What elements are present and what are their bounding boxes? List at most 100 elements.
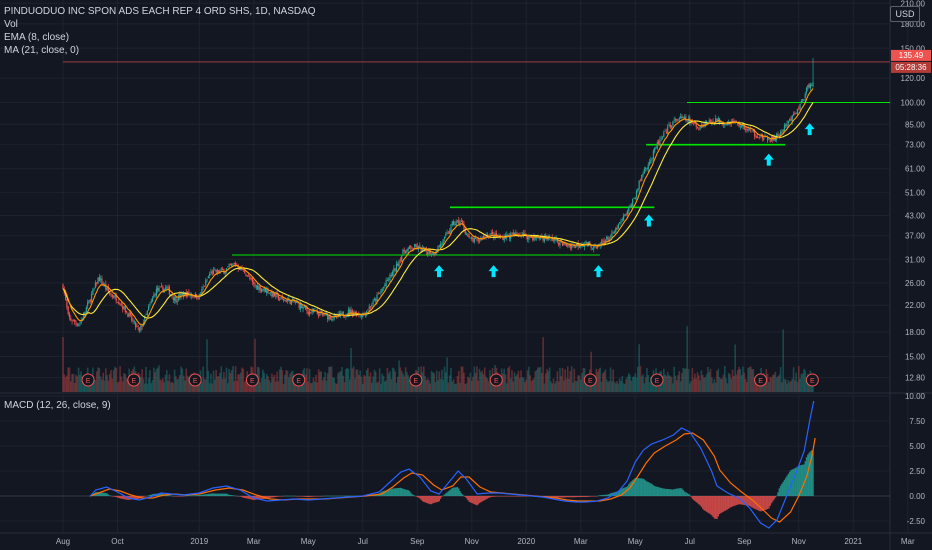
candle-body (524, 232, 526, 234)
macd-histogram-bar (803, 464, 805, 496)
volume-bar (355, 369, 358, 392)
macd-histogram-bar (268, 496, 271, 499)
volume-bar (517, 370, 520, 392)
volume-bar (407, 375, 409, 392)
volume-bar (687, 368, 690, 392)
candle-body (150, 300, 152, 304)
currency-button[interactable]: USD (890, 6, 920, 22)
volume-bar (534, 371, 537, 392)
macd-histogram-bar (626, 486, 629, 496)
volume-bar (674, 375, 677, 392)
macd-histogram-bar (635, 478, 638, 496)
volume-bar (723, 366, 726, 392)
candle-body (454, 224, 456, 225)
macd-histogram-bar (98, 492, 101, 496)
macd-histogram-bar (695, 496, 697, 503)
volume-bar (411, 379, 413, 392)
volume-bar (67, 367, 69, 392)
candle-body (676, 119, 678, 121)
candle-body (530, 237, 533, 238)
macd-histogram-bar (705, 496, 708, 512)
candle-body (467, 234, 469, 237)
volume-bar (207, 370, 210, 392)
volume-bar (635, 377, 638, 392)
macd-histogram-bar (616, 491, 618, 496)
volume-bar (621, 376, 624, 392)
candle-body (694, 121, 696, 125)
candle-body (445, 234, 447, 236)
candle-body (565, 243, 568, 246)
macd-histogram-bar (192, 495, 194, 496)
macd-histogram-bar (674, 488, 677, 496)
candle-body (177, 295, 180, 300)
macd-histogram-bar (141, 496, 143, 498)
volume-bar (399, 367, 402, 392)
macd-histogram-bar (342, 495, 344, 497)
volume-legend[interactable]: Vol (4, 19, 18, 30)
volume-bar (216, 376, 219, 392)
price-tick-label: 15.00 (905, 352, 926, 361)
volume-bar (225, 367, 228, 392)
macd-histogram-bar (659, 487, 661, 496)
volume-bar (315, 374, 317, 392)
candle-body (111, 294, 113, 297)
ema-legend[interactable]: EMA (8, close) (4, 32, 70, 43)
candle-body (638, 180, 640, 189)
volume-bar (550, 381, 552, 392)
macd-histogram-bar (144, 496, 146, 497)
candle-body (137, 327, 139, 329)
candle-body (563, 243, 565, 246)
macd-histogram-bar (572, 496, 574, 498)
macd-histogram-bar (190, 495, 193, 496)
volume-bar (434, 381, 437, 392)
volume-bar (731, 369, 734, 392)
macd-histogram-bar (652, 485, 655, 496)
macd-histogram-bar (494, 496, 496, 497)
ma-legend[interactable]: MA (21, close, 0) (4, 45, 80, 56)
volume-bar (275, 381, 277, 392)
candle-body (183, 293, 185, 297)
volume-bar (408, 380, 411, 392)
volume-bar (438, 371, 441, 392)
volume-bar (204, 379, 207, 392)
candle-body (612, 231, 614, 233)
volume-bar (441, 369, 443, 392)
candle-body (594, 245, 596, 247)
candle-body (155, 288, 158, 296)
candle-body (437, 246, 439, 253)
volume-bar (337, 373, 339, 392)
macd-histogram-bar (267, 496, 269, 499)
candle-body (767, 137, 769, 141)
candle-body (645, 168, 647, 170)
candle-body (585, 241, 587, 244)
macd-histogram-bar (188, 495, 190, 497)
volume-bar (480, 372, 482, 392)
volume-bar (184, 380, 186, 392)
time-tick-label: Mar (247, 537, 261, 546)
candle-body (615, 227, 617, 233)
volume-bar (422, 366, 425, 392)
macd-histogram-bar (282, 495, 285, 497)
candle-body (554, 239, 556, 241)
macd-histogram-bar (657, 487, 660, 496)
candle-body (600, 241, 603, 245)
candle-body (267, 289, 269, 294)
macd-histogram-bar (159, 493, 162, 496)
macd-histogram-bar (703, 496, 705, 511)
volume-bar (486, 378, 489, 392)
macd-histogram-bar (683, 491, 686, 496)
candle-body (233, 263, 235, 264)
volume-bar (740, 375, 743, 392)
volume-bar (569, 371, 572, 392)
macd-histogram-bar (120, 496, 123, 499)
volume-bar (624, 383, 626, 392)
macd-histogram-bar (403, 489, 405, 496)
candle-body (197, 297, 199, 299)
candle-body (460, 220, 462, 222)
volume-bar (485, 376, 487, 392)
volume-bar (321, 380, 324, 392)
volume-bar (140, 376, 142, 392)
macd-histogram-bar (246, 496, 248, 499)
macd-legend[interactable]: MACD (12, 26, close, 9) (4, 400, 111, 411)
macd-histogram-bar (131, 496, 133, 500)
